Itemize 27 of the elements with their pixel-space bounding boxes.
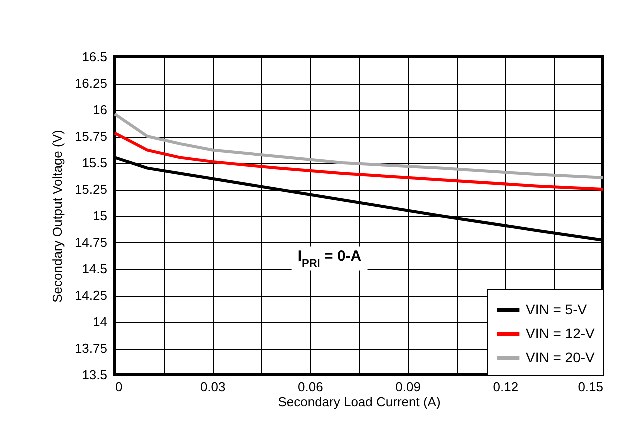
y-tick-label: 15.75 [74, 129, 108, 144]
y-tick-label: 15.25 [74, 182, 108, 197]
legend-label: VIN = 12-V [526, 326, 596, 342]
x-tick-label: 0.06 [298, 380, 324, 394]
y-axis-title: Secondary Output Voltage (V) [50, 130, 65, 303]
line-series [114, 132, 604, 191]
legend-label: VIN = 20-V [526, 350, 596, 366]
y-tick-label: 16.25 [74, 76, 108, 91]
x-tick-label: 0.09 [396, 380, 421, 394]
x-axis-title: Secondary Load Current (A) [278, 394, 441, 410]
y-tick-label: 15 [93, 208, 108, 224]
x-tick-label: 0 [116, 380, 123, 394]
legend-label: VIN = 5-V [526, 302, 588, 318]
annotation: I$_{PRI}$ = 0-A [298, 248, 362, 270]
y-tick-label: 14 [93, 314, 108, 330]
y-tick-label: 13.75 [74, 341, 108, 356]
y-tick-label: 14.75 [74, 235, 108, 250]
line-series [114, 112, 604, 180]
y-tick-label: 13.5 [82, 368, 108, 382]
y-tick-label: 14.25 [74, 288, 108, 303]
y-tick-label: 15.5 [82, 156, 108, 170]
x-tick-label: 0.03 [200, 380, 226, 394]
y-tick-label: 16 [93, 102, 108, 118]
y-tick-label: 16.5 [82, 50, 108, 64]
x-tick-label: 0.15 [578, 380, 604, 394]
x-tick-label: 0.12 [493, 380, 519, 394]
y-tick-label: 14.5 [82, 262, 108, 276]
